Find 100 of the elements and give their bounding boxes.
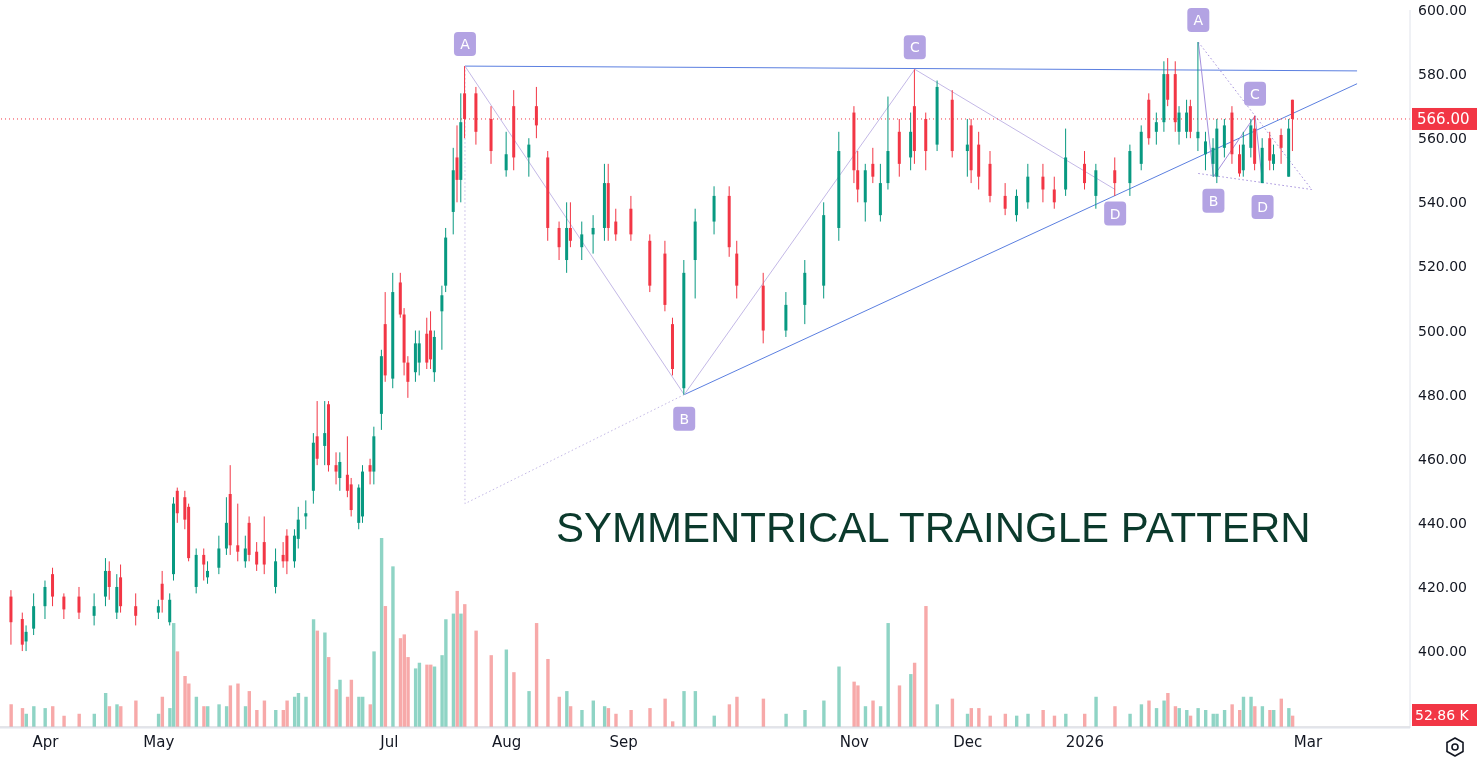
y-tick-label: 460.00 — [1418, 450, 1467, 467]
candlestick — [175, 487, 179, 524]
annotation: A — [1193, 12, 1204, 29]
candlestick — [160, 570, 164, 614]
annotation: B — [1208, 192, 1219, 209]
y-tick-label: 540.00 — [1418, 194, 1467, 211]
candlestick — [77, 586, 81, 620]
candlestick — [1113, 156, 1117, 197]
bar — [217, 704, 221, 727]
bar — [512, 672, 516, 727]
y-tick-label: 480.00 — [1418, 386, 1467, 403]
bar — [304, 696, 308, 727]
y-tick-label: 500.00 — [1418, 322, 1467, 339]
candlestick — [1203, 131, 1207, 171]
bar — [1128, 713, 1132, 727]
bar — [183, 675, 187, 727]
candlestick — [580, 221, 584, 261]
candlestick — [1268, 131, 1272, 171]
candlestick — [417, 330, 421, 376]
bar — [663, 698, 667, 727]
annotation: D — [1109, 205, 1121, 222]
bar — [1196, 708, 1200, 727]
annotation: C — [909, 39, 920, 56]
bar — [822, 700, 826, 727]
bar — [391, 566, 395, 727]
bar — [1287, 708, 1291, 727]
bar — [323, 632, 327, 727]
bar — [924, 606, 928, 727]
candlestick — [338, 451, 342, 492]
bar — [338, 679, 342, 727]
x-tick-label: Mar — [1293, 732, 1323, 751]
bar — [444, 619, 448, 727]
candlestick — [1196, 41, 1200, 152]
bar — [837, 666, 841, 727]
bar — [852, 681, 856, 727]
bar — [1094, 696, 1098, 727]
candlestick — [504, 131, 508, 178]
candlestick — [24, 624, 28, 652]
bar — [648, 708, 652, 727]
text: 52.86 K — [1412, 704, 1477, 726]
bar — [1230, 704, 1234, 727]
candlestick — [1041, 163, 1045, 203]
text: SYMMENTRICAL TRAINGLE PATTERN — [556, 503, 1311, 553]
candlestick — [527, 137, 531, 178]
bar — [202, 706, 206, 727]
bar — [1113, 706, 1117, 727]
candlestick — [614, 208, 618, 242]
candlestick — [871, 147, 875, 184]
candlestick — [1222, 118, 1226, 158]
candlestick — [262, 515, 266, 575]
candlestick — [134, 592, 138, 626]
bar — [977, 708, 981, 727]
y-tick-label: 420.00 — [1418, 578, 1467, 595]
bar — [1064, 713, 1068, 727]
x-tick-label: 2026 — [1065, 732, 1104, 751]
bar — [527, 691, 531, 727]
candlestick — [62, 592, 66, 620]
candlestick — [1052, 176, 1056, 210]
candlestick — [255, 541, 259, 572]
candlestick — [168, 592, 172, 626]
bar — [372, 651, 376, 727]
bar — [62, 715, 66, 727]
candlestick — [206, 560, 210, 585]
bar — [115, 704, 119, 727]
candlestick — [1272, 144, 1276, 171]
bar — [236, 683, 240, 727]
candlestick — [557, 221, 561, 261]
bar — [1253, 706, 1257, 727]
bar — [425, 664, 429, 727]
x-tick-label: Nov — [839, 732, 870, 751]
x-tick-label: Apr — [32, 732, 60, 751]
candlestick — [156, 599, 160, 620]
candlestick — [455, 124, 459, 203]
candlestick — [1177, 105, 1181, 146]
candlestick — [368, 458, 372, 485]
annotation: C — [1250, 85, 1261, 102]
y-tick-label: 560.00 — [1418, 130, 1467, 147]
bar — [803, 709, 807, 727]
bar — [886, 623, 890, 727]
candlestick — [1003, 182, 1007, 216]
bar — [9, 704, 13, 727]
y-tick-label: 600.00 — [1418, 1, 1467, 18]
bar — [285, 700, 289, 727]
bar — [459, 613, 463, 727]
bar — [1041, 709, 1045, 727]
bar — [629, 709, 633, 727]
bar — [357, 696, 361, 727]
candlestick — [92, 592, 96, 626]
bar — [546, 658, 550, 727]
candlestick — [1154, 112, 1158, 146]
bar — [77, 713, 81, 727]
bar — [1026, 713, 1030, 727]
ref-line-label: 566.00 — [1417, 109, 1470, 128]
bar — [1166, 692, 1170, 727]
bar — [856, 685, 860, 727]
x-tick-label: Aug — [491, 732, 522, 751]
bar — [1268, 709, 1272, 727]
candlestick — [32, 592, 36, 636]
bar — [255, 709, 259, 727]
candlestick — [440, 285, 444, 351]
